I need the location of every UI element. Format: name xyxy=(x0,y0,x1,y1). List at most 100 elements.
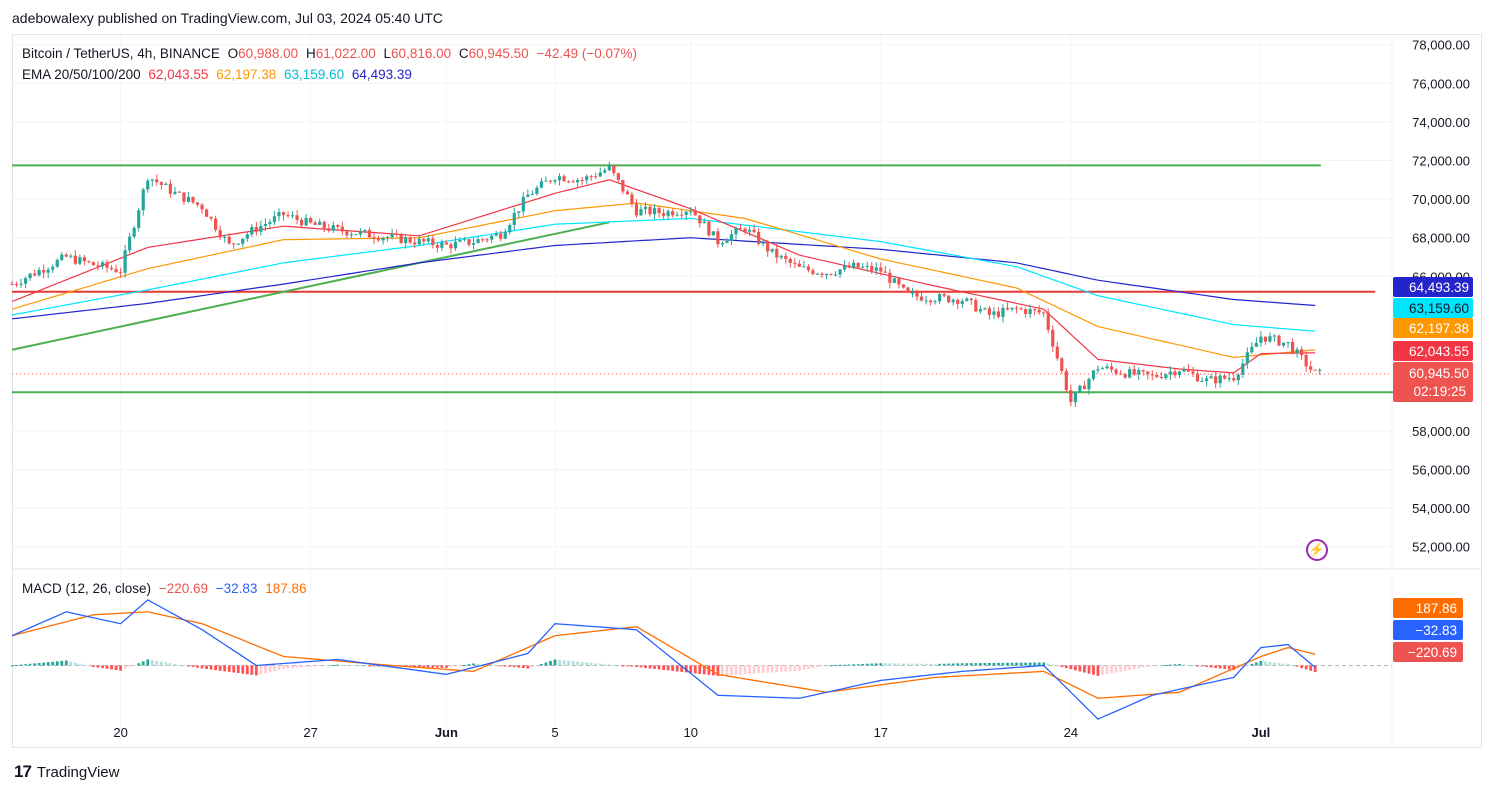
macd-histogram-bar xyxy=(87,665,91,667)
candle-body xyxy=(788,258,792,263)
ema-price-tag: 62,197.38 xyxy=(1409,321,1469,336)
candle-body xyxy=(526,194,530,197)
y-tick-label: 52,000.00 xyxy=(1412,540,1470,555)
low-value: 60,816.00 xyxy=(391,46,452,61)
candle-body xyxy=(720,243,725,245)
macd-title[interactable]: MACD (12, 26, close) xyxy=(22,581,152,596)
candle-body xyxy=(1033,309,1037,311)
candle-body xyxy=(1268,336,1272,342)
macd-histogram-bar xyxy=(911,663,914,666)
macd-histogram-bar xyxy=(616,665,620,667)
macd-histogram-bar xyxy=(309,665,313,667)
candle-body xyxy=(521,196,525,212)
lightning-icon[interactable]: ⚡ xyxy=(1306,539,1328,561)
candle-body xyxy=(481,239,485,241)
macd-histogram-bar xyxy=(721,665,724,676)
x-tick-label: Jun xyxy=(435,725,458,740)
candle-body xyxy=(919,296,924,301)
macd-histogram-bar xyxy=(766,665,770,673)
macd-histogram-bar xyxy=(490,665,494,667)
macd-histogram-bar xyxy=(463,664,466,666)
ema-title[interactable]: EMA 20/50/100/200 xyxy=(22,67,141,82)
macd-histogram-bar xyxy=(327,665,331,667)
macd-histogram-bar xyxy=(96,665,100,668)
candle-body xyxy=(304,217,308,226)
candle-body xyxy=(616,173,620,180)
candle-body xyxy=(381,237,385,241)
open-label: O xyxy=(227,46,239,61)
candle-body xyxy=(625,191,629,195)
candle-body xyxy=(1164,374,1168,379)
candle-body xyxy=(852,262,856,268)
macd-histogram-bar xyxy=(965,663,969,666)
candle-body xyxy=(1024,309,1028,314)
macd-hist-tag-bg xyxy=(1393,642,1463,662)
y-tick-label: 68,000.00 xyxy=(1412,231,1470,246)
macd-histogram-bar xyxy=(1006,662,1009,666)
candle-body xyxy=(51,266,55,270)
candle-body xyxy=(544,180,548,182)
macd-histogram-bar xyxy=(472,663,475,666)
macd-histogram-bar xyxy=(408,665,412,667)
candle-body xyxy=(33,273,37,276)
macd-histogram-bar xyxy=(852,664,856,666)
candle-body xyxy=(1159,376,1163,379)
macd-histogram-bar xyxy=(978,663,982,666)
candle-body xyxy=(128,236,132,251)
macd-histogram-bar xyxy=(1286,663,1290,666)
candle-body xyxy=(752,229,756,232)
macd-histogram-bar xyxy=(512,665,516,668)
candle-body xyxy=(1186,369,1191,372)
macd-histogram-bar xyxy=(1110,665,1113,674)
candle-body xyxy=(770,248,774,252)
macd-histogram-bar xyxy=(680,665,684,672)
candle-body xyxy=(177,191,182,193)
macd-line-value: −32.83 xyxy=(215,581,258,596)
macd-histogram-bar xyxy=(46,662,50,666)
symbol-title[interactable]: Bitcoin / TetherUS, 4h, BINANCE xyxy=(22,46,220,61)
macd-histogram-bar xyxy=(1309,665,1313,671)
candle-body xyxy=(476,239,480,244)
candle-body xyxy=(195,202,200,205)
macd-histogram-bar xyxy=(540,663,543,666)
candle-body xyxy=(313,222,317,225)
candle-body xyxy=(892,278,896,283)
candle-body xyxy=(1173,371,1177,376)
y-tick-label: 70,000.00 xyxy=(1412,192,1470,207)
macd-histogram-bar xyxy=(558,659,561,666)
candle-body xyxy=(1051,329,1055,347)
macd-histogram-bar xyxy=(567,660,570,666)
candle-body xyxy=(186,196,191,202)
macd-histogram-bar xyxy=(1218,665,1222,669)
candle-body xyxy=(621,179,625,192)
candle-body xyxy=(440,242,444,248)
macd-histogram-bar xyxy=(1132,665,1136,670)
candle-body xyxy=(784,255,788,259)
macd-histogram-bar xyxy=(119,665,122,671)
candle-body xyxy=(499,233,503,239)
candle-body xyxy=(1304,355,1308,367)
candle-body xyxy=(168,183,172,194)
candle-body xyxy=(530,193,534,195)
macd-histogram-bar xyxy=(1001,662,1005,666)
candle-body xyxy=(815,273,820,275)
macd-histogram-bar xyxy=(988,662,991,666)
chart-frame xyxy=(12,34,1482,748)
macd-histogram-bar xyxy=(598,663,602,666)
candle-body xyxy=(200,204,204,210)
macd-histogram-bar xyxy=(1300,665,1304,669)
candle-body xyxy=(861,266,865,268)
macd-histogram-bar xyxy=(716,665,720,676)
macd-histogram-bar xyxy=(924,663,928,666)
macd-histogram-bar xyxy=(883,663,887,666)
candle-body xyxy=(471,243,476,245)
candle-body xyxy=(1205,378,1209,382)
candle-body xyxy=(318,221,322,225)
candle-body xyxy=(191,196,195,203)
candle-body xyxy=(19,283,23,285)
candle-body xyxy=(1132,369,1136,375)
candle-body xyxy=(1114,369,1118,374)
macd-histogram-bar xyxy=(110,665,113,670)
macd-histogram-bar xyxy=(1214,665,1218,668)
